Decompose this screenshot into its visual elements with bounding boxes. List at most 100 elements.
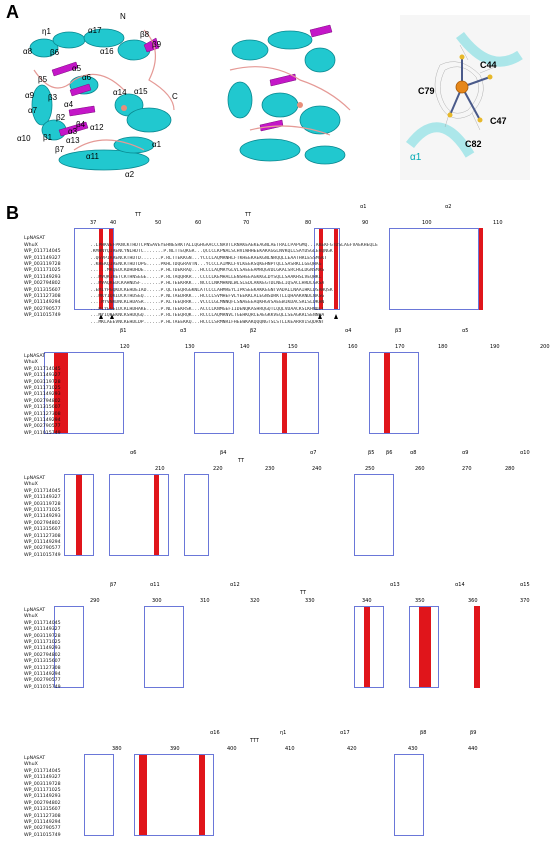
residue-label-c82: C82 (465, 139, 482, 149)
position-number: 120 (120, 344, 130, 350)
seq-name: WP_011315607 (24, 405, 61, 411)
helix-label: α9 (462, 450, 469, 456)
seq-name: LpNASAT (24, 756, 46, 761)
turn-label: TT (238, 458, 245, 464)
seq-name: WP_011127308 (24, 411, 61, 417)
seq-name: WP_011149293 (24, 646, 61, 652)
ss-label: η1 (42, 27, 51, 36)
position-number: 380 (112, 746, 122, 752)
seq-name: WP_011149327 (24, 255, 61, 261)
seq-name: WP_011315607 (24, 287, 61, 293)
position-number: 350 (415, 598, 425, 604)
seq-name: WP_011149294 (24, 672, 61, 677)
seq-name: WP_011015749 (24, 430, 61, 436)
alignment-block-5: 380 390 400 410 420 430 440 α16 η1 α17 β… (24, 730, 524, 850)
seq-name: WP_002794802 (24, 800, 61, 806)
strand-label: β8 (420, 730, 427, 736)
position-number: 420 (347, 746, 357, 752)
helix-label: α5 (462, 328, 469, 334)
helix-label: α17 (340, 730, 350, 736)
ss-label: C (172, 92, 178, 101)
seq-name: WP_011149327 (24, 627, 61, 633)
residue-label-c79: C79 (418, 86, 435, 96)
seq-name: WP_011171025 (24, 508, 61, 513)
ss-label: β3 (48, 93, 58, 102)
position-number: 160 (348, 344, 358, 350)
position-number: 200 (540, 344, 550, 350)
cysteine-marker (99, 314, 103, 319)
seq-name: WP_011149293 (24, 274, 61, 280)
helix-label: α1 (360, 204, 367, 210)
position-number: 430 (408, 746, 418, 752)
seq-name: WP_011127308 (24, 533, 61, 539)
helix-label: α15 (520, 582, 530, 588)
position-number: 360 (468, 598, 478, 604)
seq-name: WP_011127308 (24, 665, 61, 671)
ss-label: N (120, 12, 126, 21)
helix-label: α3 (180, 328, 187, 334)
seq-name: WP_002794802 (24, 398, 61, 404)
seq-name: WP_011149293 (24, 794, 61, 800)
ss-label: α6 (82, 73, 92, 82)
turn-label: TT (135, 212, 142, 218)
position-number: 230 (265, 466, 275, 472)
seq-name: WhuX (24, 482, 38, 488)
ss-label: α9 (25, 91, 35, 100)
seq-text: ...MVQKIKETCKTHNSEGE.....P.RLTAQQRKR...C… (90, 274, 322, 280)
alignment-block-3: 210 220 230 240 250 260 270 280 α6 β4 TT… (24, 450, 530, 570)
seq-name: LpNASAT (24, 354, 46, 359)
strand-label: β1 (120, 328, 127, 334)
seq-text: ...MKYIQKIDCKTHDSEQ......P.NLTAEDRKK...H… (90, 294, 325, 299)
ss-label: β4 (76, 120, 86, 129)
seq-name: WP_011315607 (24, 527, 61, 533)
position-number: 170 (395, 344, 405, 350)
seq-name: WP_002794802 (24, 520, 61, 526)
ss-label: α1 (152, 140, 162, 149)
seq-name: WP_002790577 (24, 306, 61, 312)
ss-label: α11 (86, 152, 99, 161)
helix-label: α7 (310, 450, 317, 456)
seq-name: WP_011714045 (24, 768, 61, 774)
seq-text: ..LPHKVEFPKNCKTHDTCPNSAVEYEHNESRKTALLQGH… (90, 242, 378, 248)
seq-name: WP_011149293 (24, 392, 61, 398)
position-number: 60 (195, 220, 202, 226)
helix-label: α6 (130, 450, 137, 456)
position-number: 50 (155, 220, 162, 226)
helix-label: α12 (230, 582, 240, 588)
ss-label: α13 (66, 136, 80, 145)
position-number: 110 (493, 220, 503, 226)
seq-name: WhuX (24, 242, 38, 248)
helix-label: α13 (390, 582, 400, 588)
turn-label: TTT (250, 738, 259, 744)
seq-name: WP_011015749 (24, 684, 61, 690)
helix-label: η1 (280, 730, 287, 736)
protein-structure-view-2 (227, 24, 351, 165)
seq-name: WP_011315607 (24, 659, 61, 665)
seq-name: WhuX (24, 360, 38, 366)
ss-label: α16 (100, 47, 114, 56)
ss-label: β8 (140, 30, 150, 39)
helix-label: α14 (455, 582, 465, 588)
seq-name: WP_011015749 (24, 313, 61, 319)
seq-name: WP_011149294 (24, 820, 61, 825)
seq-text: ...MYIQKEKNCKSHDQGQ......P.RLTEEQRQK...R… (90, 313, 325, 319)
seq-name: WP_011714045 (24, 488, 61, 494)
seq-name: WhuX (24, 614, 38, 620)
ss-label: α3 (68, 127, 78, 136)
ss-label: β1 (43, 133, 53, 142)
seq-text: ..KHEKQIRENCKTHDTDPG.....PKHLTDQGRAVTN..… (90, 262, 322, 267)
position-number: 210 (155, 466, 165, 472)
ss-label: α4 (64, 100, 74, 109)
position-number: 250 (365, 466, 375, 472)
position-number: 290 (90, 598, 100, 604)
seq-text: ...MVAQKEDCKAHNDSF.......P.HLTEEKRKK...N… (90, 281, 325, 287)
position-number: 260 (415, 466, 425, 472)
helix-label: α10 (520, 450, 530, 456)
seq-name: WP_003119728 (24, 781, 61, 787)
seq-name: WP_002790577 (24, 826, 61, 832)
seq-name: LpNASAT (24, 236, 46, 242)
seq-name: WP_011127308 (24, 813, 61, 819)
ss-label: α8 (23, 47, 33, 56)
alignment-block-2: 120 130 140 150 160 170 180 190 200 β1 α… (24, 328, 550, 448)
seq-name: WP_003119728 (24, 633, 61, 639)
